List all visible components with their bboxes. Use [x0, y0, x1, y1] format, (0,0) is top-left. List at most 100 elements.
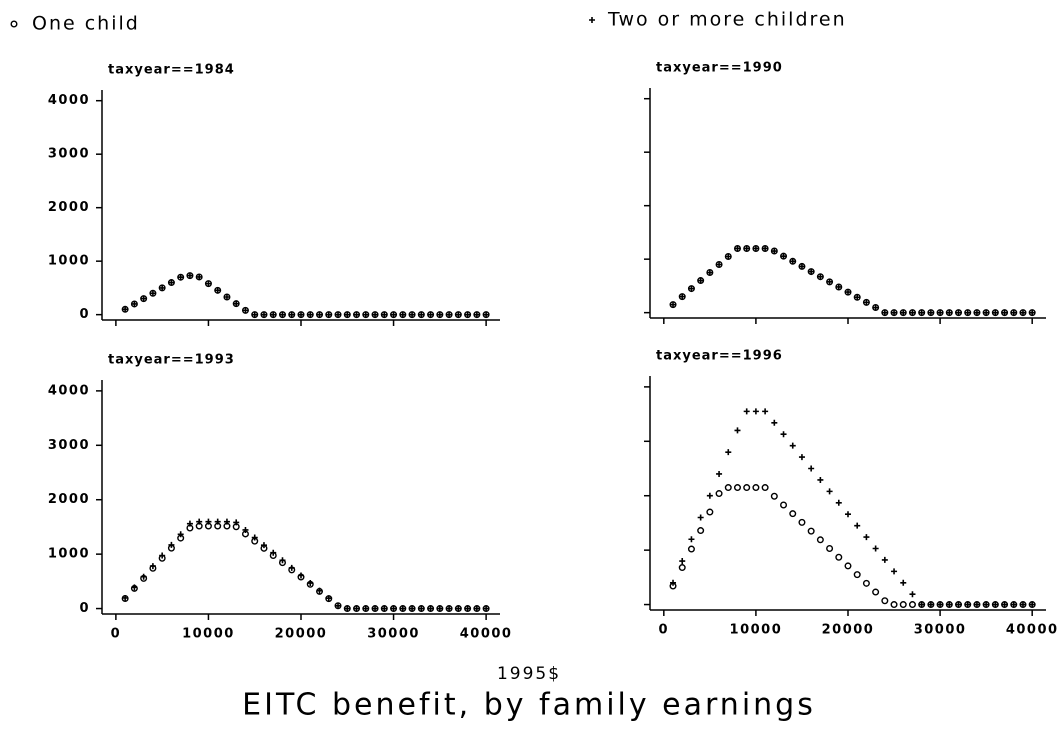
- point: [473, 605, 480, 612]
- point: [316, 311, 323, 318]
- point: [835, 553, 843, 561]
- point: [872, 304, 879, 311]
- point: [863, 534, 870, 541]
- point: [372, 311, 379, 318]
- point: [288, 564, 295, 571]
- point: [826, 278, 833, 285]
- point: [418, 605, 425, 612]
- point: [845, 511, 851, 518]
- point: [335, 602, 342, 609]
- point: [780, 501, 788, 509]
- point: [186, 520, 193, 527]
- point: [399, 311, 406, 318]
- point: [483, 311, 490, 318]
- point: [214, 287, 221, 294]
- point: [168, 541, 175, 548]
- point: [362, 311, 369, 318]
- point: [771, 419, 778, 426]
- x-tick-label: 40000: [1006, 623, 1058, 638]
- point: [223, 294, 230, 300]
- point: [789, 258, 796, 265]
- point: [891, 568, 898, 575]
- point: [789, 510, 797, 518]
- point: [1019, 309, 1026, 316]
- point: [771, 248, 778, 255]
- point: [752, 245, 759, 252]
- point: [835, 283, 842, 290]
- point: [307, 311, 314, 318]
- point: [734, 245, 741, 252]
- y-tick-label: 2000: [48, 200, 90, 215]
- point: [298, 572, 304, 579]
- point: [270, 549, 277, 556]
- point: [418, 311, 425, 318]
- x-tick-label: 30000: [914, 623, 967, 638]
- point: [881, 556, 888, 563]
- point: [872, 545, 879, 552]
- point: [780, 431, 787, 438]
- point: [316, 587, 323, 594]
- x-tick-label: 20000: [275, 627, 328, 642]
- point: [798, 454, 805, 461]
- point: [205, 280, 212, 287]
- y-tick-label: 4000: [48, 93, 90, 108]
- point: [798, 263, 805, 270]
- point: [140, 573, 147, 580]
- point: [159, 284, 166, 291]
- point: [937, 309, 944, 316]
- point: [955, 309, 962, 316]
- point: [697, 277, 704, 284]
- point: [362, 605, 369, 612]
- point: [260, 311, 267, 318]
- point: [186, 272, 193, 279]
- point: [270, 311, 277, 318]
- point: [140, 295, 147, 302]
- point: [159, 552, 166, 559]
- x-tick-label: 30000: [367, 627, 420, 642]
- point: [854, 294, 861, 301]
- point: [1029, 309, 1036, 316]
- point: [807, 527, 815, 535]
- point: [716, 261, 723, 268]
- point: [927, 309, 934, 316]
- point: [679, 293, 686, 300]
- point: [816, 536, 824, 544]
- point: [381, 311, 388, 318]
- point: [122, 594, 129, 601]
- point: [946, 601, 953, 608]
- point: [817, 273, 824, 280]
- point: [872, 588, 880, 596]
- point: [390, 311, 397, 318]
- y-tick-label: 1000: [48, 254, 90, 269]
- point: [927, 601, 934, 608]
- point: [743, 245, 750, 252]
- point: [899, 601, 907, 609]
- point: [427, 311, 434, 318]
- x-axis-label: 1995$: [497, 664, 561, 684]
- point: [325, 595, 332, 602]
- legend-marker: [589, 17, 595, 23]
- point: [752, 484, 760, 492]
- point: [734, 427, 741, 434]
- point: [131, 584, 138, 591]
- point: [909, 591, 916, 598]
- point: [196, 518, 203, 525]
- point: [353, 311, 360, 318]
- point: [725, 253, 732, 260]
- point: [964, 601, 971, 608]
- panel-title: taxyear==1984: [108, 63, 235, 78]
- point: [973, 601, 980, 608]
- point: [845, 289, 851, 296]
- y-tick-label: 1000: [48, 547, 90, 562]
- point: [409, 605, 416, 612]
- point: [715, 490, 723, 498]
- point: [409, 311, 416, 318]
- point: [716, 470, 723, 477]
- point: [678, 564, 686, 572]
- point: [863, 299, 870, 306]
- point: [446, 311, 453, 318]
- point: [325, 311, 332, 318]
- point: [196, 273, 203, 280]
- point: [1001, 601, 1008, 608]
